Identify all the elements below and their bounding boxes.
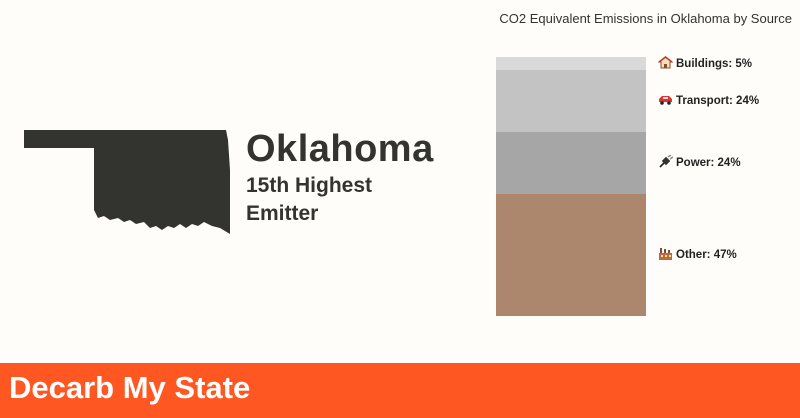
emitter-rank: 15th Highest [246,174,373,197]
factory-icon [658,247,673,263]
segment-label-transport: Transport: 24% [658,93,759,109]
segment-label-text: Other: 47% [676,249,737,261]
segment-label-power: Power: 24% [658,155,741,171]
segment-label-buildings: Buildings: 5% [658,55,753,72]
oklahoma-map [24,130,230,234]
footer-bar: Decarb My State [0,363,800,418]
segment-label-text: Buildings: 5% [676,57,753,70]
segment-label-text: Power: 24% [676,157,741,169]
bar-segment-transport [496,70,646,132]
segment-label-other: Other: 47% [658,247,737,263]
brand-title: Decarb My State [9,370,251,405]
bar-segment-buildings [496,57,646,70]
house-icon [658,55,673,72]
segment-label-text: Transport: 24% [676,95,760,107]
plug-icon [658,155,673,171]
state-name: Oklahoma [246,128,434,170]
car-icon [658,93,673,109]
emitter-rank-suffix: Emitter [246,202,319,225]
stacked-bar [496,57,646,316]
chart-title: CO2 Equivalent Emissions in Oklahoma by … [499,11,792,26]
bar-segment-power [496,132,646,194]
bar-segment-other [496,194,646,316]
